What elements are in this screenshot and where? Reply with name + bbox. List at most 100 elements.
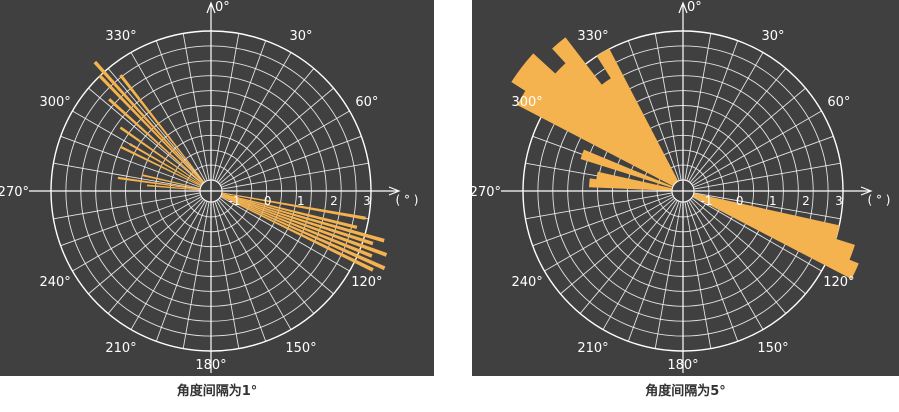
grid-spoke bbox=[220, 110, 350, 186]
data-sector bbox=[119, 145, 212, 192]
data-sector bbox=[119, 74, 212, 192]
grid-spoke bbox=[692, 110, 822, 186]
grid-spoke bbox=[221, 162, 369, 190]
grid-spoke bbox=[88, 197, 203, 295]
radial-tick-label: 1 bbox=[297, 194, 305, 208]
right-chart-panel: 0° 30° 60° 120° 150° 180° 210° 240° 270° 300° 330°… bbox=[472, 0, 899, 376]
left-chart-panel: 0° 30° 60° 120° 150° 180° 210° 240° 270° 300° 330°… bbox=[0, 0, 434, 376]
horizontal-axis-arrow bbox=[860, 186, 873, 196]
angle-tick-label: 60° bbox=[355, 95, 378, 110]
grid-spoke bbox=[654, 201, 682, 349]
angle-tick-label: 30° bbox=[761, 29, 784, 44]
grid-spoke bbox=[212, 201, 240, 349]
data-sector bbox=[210, 190, 386, 271]
grid-spoke bbox=[544, 196, 674, 272]
angle-tick-label: 330° bbox=[105, 29, 136, 44]
right-polar-chart: 0° 30° 60° 120° 150° 180° 210° 240° 270° 300° 330°… bbox=[472, 0, 891, 373]
grid-spoke bbox=[688, 52, 764, 182]
grid-spoke bbox=[219, 197, 334, 295]
left-polar-chart: 0° 30° 60° 120° 150° 180° 210° 240° 270° 300° 330°… bbox=[0, 0, 419, 373]
grid-spoke bbox=[216, 52, 292, 182]
data-sector bbox=[141, 174, 212, 192]
grid-spoke bbox=[686, 201, 739, 342]
grid-spoke bbox=[214, 40, 267, 181]
data-sector bbox=[580, 149, 684, 192]
grid-spoke bbox=[532, 194, 673, 247]
grid-spoke bbox=[130, 200, 206, 330]
data-sector bbox=[596, 171, 684, 192]
grid-spoke bbox=[219, 87, 334, 185]
grid-spoke bbox=[60, 194, 201, 247]
data-sector bbox=[596, 48, 684, 192]
grid-spoke bbox=[214, 201, 267, 342]
data-sector bbox=[93, 60, 212, 192]
vertical-axis-arrow bbox=[678, 1, 688, 14]
grid-spoke bbox=[693, 192, 841, 220]
radial-tick-label: 2 bbox=[802, 194, 810, 208]
axes bbox=[501, 1, 873, 373]
angle-tick-label: 0° bbox=[687, 0, 702, 15]
data-sectors bbox=[511, 37, 859, 280]
data-sector bbox=[682, 190, 859, 280]
grid-spoke bbox=[560, 197, 675, 295]
data-sector bbox=[119, 126, 212, 192]
grid-spoke bbox=[130, 52, 206, 182]
angle-tick-label: 120° bbox=[351, 275, 382, 290]
angle-tick-label: 330° bbox=[577, 29, 608, 44]
grid-spoke bbox=[686, 40, 739, 181]
grid-spoke bbox=[53, 192, 201, 220]
data-sector bbox=[210, 190, 366, 220]
angle-tick-label: 150° bbox=[285, 341, 316, 356]
vertical-axis-arrow bbox=[206, 1, 216, 14]
data-sector bbox=[210, 190, 374, 246]
grid-spoke bbox=[654, 33, 682, 181]
grid-spoke bbox=[684, 33, 712, 181]
angle-tick-label: 210° bbox=[105, 341, 136, 356]
data-sector bbox=[108, 98, 212, 192]
grid-spoke bbox=[107, 68, 205, 183]
grid-spoke bbox=[688, 200, 764, 330]
angle-tick-label: 0° bbox=[215, 0, 230, 15]
left-chart-caption: 角度间隔为1° bbox=[176, 384, 258, 399]
radial-tick-label: -1 bbox=[701, 194, 713, 208]
angle-tick-label: 180° bbox=[195, 358, 226, 373]
data-sector bbox=[210, 190, 388, 257]
grid-spoke bbox=[217, 199, 315, 314]
grid-spoke bbox=[689, 68, 787, 183]
radial-tick-label: 2 bbox=[330, 194, 338, 208]
angle-tick-label: 120° bbox=[823, 275, 854, 290]
grid-spoke bbox=[220, 196, 350, 272]
grid-spoke bbox=[627, 40, 680, 181]
angle-tick-label: 300° bbox=[39, 95, 70, 110]
grid-spoke bbox=[155, 201, 208, 342]
grid-spoke bbox=[221, 135, 362, 188]
data-sector bbox=[210, 190, 358, 229]
radial-unit-label: ( ° ) bbox=[396, 193, 419, 207]
data-sector bbox=[98, 74, 212, 192]
grid-spoke bbox=[689, 199, 787, 314]
grid-spoke bbox=[216, 200, 292, 330]
angle-tick-label: 300° bbox=[511, 95, 542, 110]
grid-spoke bbox=[684, 201, 712, 349]
right-chart-caption: 角度间隔为5° bbox=[645, 384, 726, 399]
data-sectors bbox=[93, 60, 388, 272]
data-sector bbox=[552, 37, 684, 192]
grid-spoke bbox=[602, 200, 678, 330]
grid-spoke bbox=[182, 201, 210, 349]
grid-spoke bbox=[691, 197, 806, 295]
grid-spoke bbox=[72, 196, 202, 272]
data-sector bbox=[210, 190, 385, 243]
grid-spoke bbox=[212, 33, 240, 181]
grid-spoke bbox=[579, 199, 677, 314]
data-sector bbox=[210, 190, 373, 258]
grid-spoke bbox=[88, 87, 203, 185]
data-sector bbox=[146, 184, 212, 192]
data-sector bbox=[521, 53, 684, 192]
grid-spoke bbox=[107, 199, 205, 314]
grid-spoke bbox=[217, 68, 315, 183]
data-sector bbox=[210, 190, 374, 272]
radial-labels: -1 0 1 2 3 ( ° ) bbox=[701, 193, 891, 208]
grid-spoke bbox=[53, 162, 201, 190]
angle-tick-label: 270° bbox=[0, 185, 29, 200]
grid-spoke bbox=[692, 196, 822, 272]
